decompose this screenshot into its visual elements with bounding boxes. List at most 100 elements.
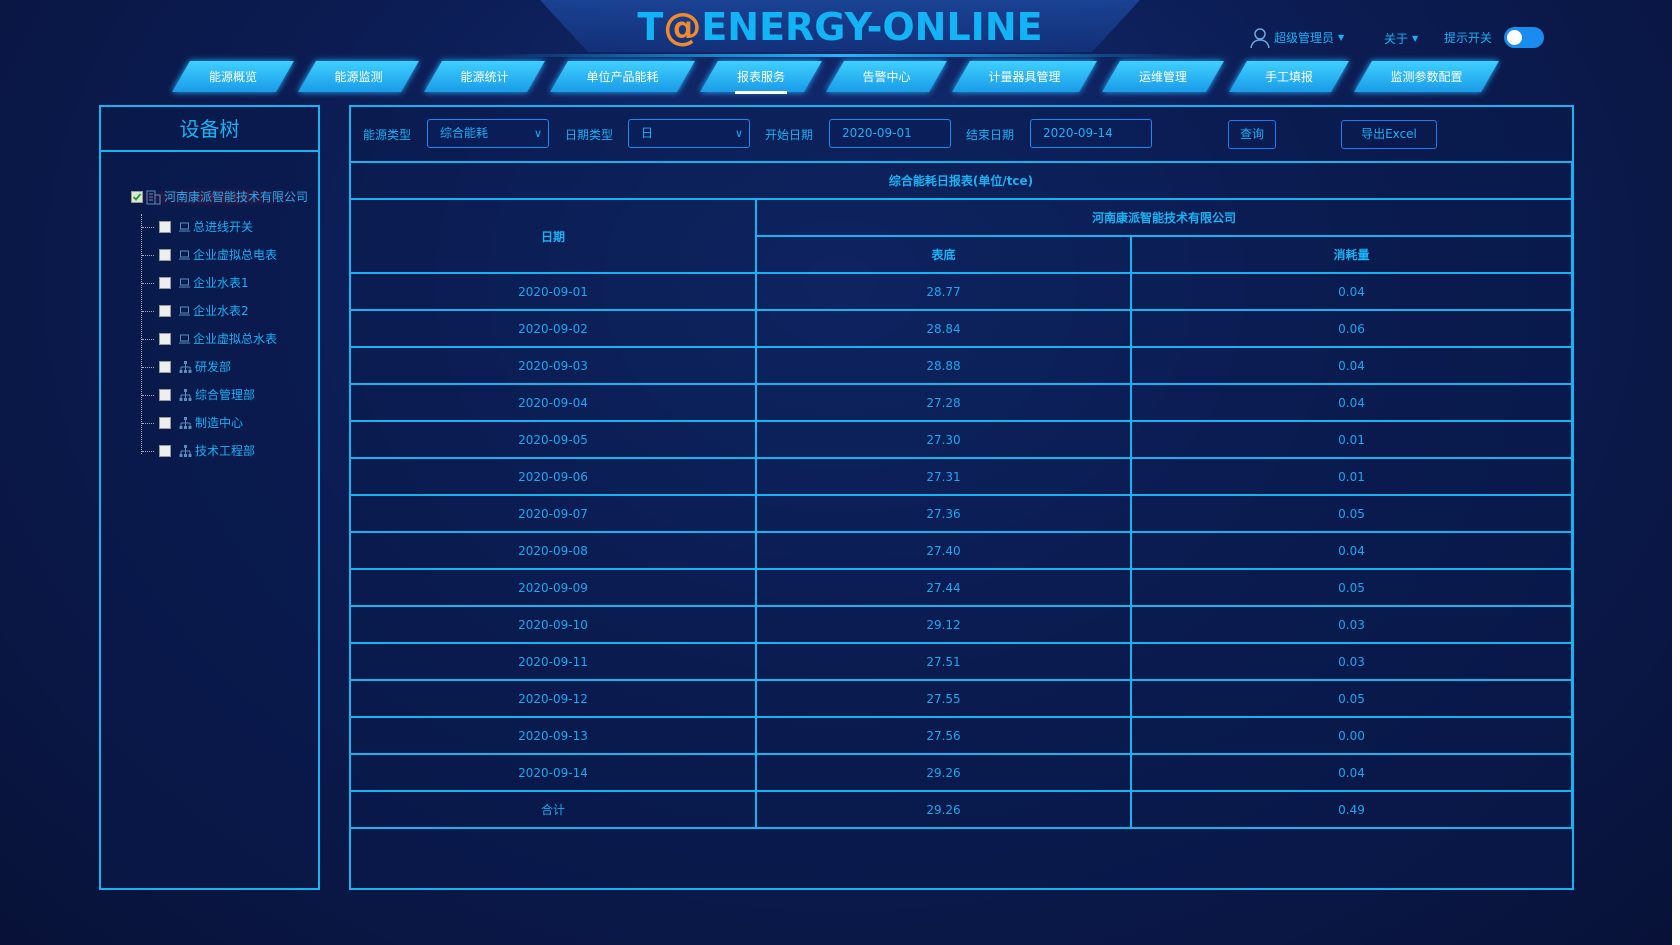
energy-type-value: 综合能耗 xyxy=(440,126,489,140)
tree-node-label: 河南康派智能技术有限公司 xyxy=(164,190,309,204)
checkbox[interactable] xyxy=(159,277,171,289)
nav-tab[interactable]: 能源统计 xyxy=(433,61,536,92)
building-icon xyxy=(146,190,161,204)
user-menu[interactable]: 超级管理员 ▼ xyxy=(1250,28,1344,49)
end-date-input[interactable]: 2020-09-14 xyxy=(1030,119,1152,148)
table-row: 2020-09-09 27.44 0.05 xyxy=(349,568,1573,607)
tree-node-label: 技术工程部 xyxy=(195,444,256,458)
query-button[interactable]: 查询 xyxy=(1228,120,1276,149)
tip-switch-toggle[interactable] xyxy=(1504,27,1544,48)
cell-reading: 27.44 xyxy=(755,568,1132,607)
meter-icon xyxy=(179,250,190,260)
cell-date: 2020-09-14 xyxy=(349,753,757,792)
meter-icon xyxy=(179,334,190,344)
scrollbar[interactable] xyxy=(1672,0,1680,945)
user-name: 超级管理员 xyxy=(1274,31,1335,45)
tree-connector xyxy=(142,254,154,256)
header-banner xyxy=(540,0,1140,52)
cell-consumption: 0.05 xyxy=(1130,679,1573,718)
nav-tab-label: 运维管理 xyxy=(1138,70,1187,84)
checkbox[interactable] xyxy=(159,249,171,261)
checkbox[interactable] xyxy=(159,417,171,429)
checkbox[interactable] xyxy=(159,445,171,457)
cell-date: 2020-09-03 xyxy=(349,346,757,385)
meter-icon xyxy=(179,306,190,316)
nav-tab-label: 计量器具管理 xyxy=(988,70,1061,84)
cell-date: 合计 xyxy=(349,790,757,829)
tree-connector xyxy=(142,450,154,452)
nav-tab[interactable]: 告警中心 xyxy=(835,61,938,92)
cell-consumption: 0.04 xyxy=(1130,753,1573,792)
cell-consumption: 0.04 xyxy=(1130,531,1573,570)
cell-reading: 29.12 xyxy=(755,605,1132,644)
cell-reading: 29.26 xyxy=(755,790,1132,829)
cell-consumption: 0.04 xyxy=(1130,346,1573,385)
export-excel-button[interactable]: 导出Excel xyxy=(1341,120,1437,149)
nav-tab[interactable]: 手工填报 xyxy=(1238,61,1340,92)
cell-reading: 28.88 xyxy=(755,346,1132,385)
nav-tab[interactable]: 监测参数配置 xyxy=(1363,61,1490,92)
nav-tab-label: 单位产品能耗 xyxy=(586,70,659,84)
about-menu[interactable]: 关于 ▼ xyxy=(1384,29,1418,49)
tree-node[interactable]: 企业虚拟总电表 xyxy=(142,246,277,264)
nav-tab[interactable]: 单位产品能耗 xyxy=(559,61,686,92)
org-icon xyxy=(179,388,192,402)
tree-node[interactable]: 企业水表1 xyxy=(142,274,249,292)
table-row: 2020-09-04 27.28 0.04 xyxy=(349,383,1573,422)
nav-tab[interactable]: 运维管理 xyxy=(1111,61,1215,92)
checkbox[interactable] xyxy=(159,221,171,233)
tree-node[interactable]: 企业水表2 xyxy=(142,302,249,320)
cell-reading: 27.36 xyxy=(755,494,1132,533)
cell-reading: 28.84 xyxy=(755,309,1132,348)
nav-tab-label: 能源统计 xyxy=(460,70,509,84)
tree-node-label: 企业虚拟总水表 xyxy=(193,332,278,346)
table-row: 2020-09-11 27.51 0.03 xyxy=(349,642,1573,681)
nav-tab[interactable]: 报表服务 xyxy=(709,61,813,94)
cell-date: 2020-09-05 xyxy=(349,420,757,459)
tree-node[interactable]: 技术工程部 xyxy=(142,442,255,460)
tree-connector xyxy=(142,310,154,312)
tip-switch-label: 提示开关 xyxy=(1444,31,1493,45)
device-tree-panel: 设备树 xyxy=(99,105,320,890)
tree-node[interactable]: 企业虚拟总水表 xyxy=(142,330,277,348)
org-icon xyxy=(179,416,192,430)
cell-consumption: 0.00 xyxy=(1130,716,1573,755)
cell-reading: 29.26 xyxy=(755,753,1132,792)
cell-reading: 27.40 xyxy=(755,531,1132,570)
energy-type-select[interactable]: 综合能耗 ∨ xyxy=(427,119,549,148)
chevron-down-icon: ∨ xyxy=(533,127,542,140)
checkbox[interactable] xyxy=(159,389,171,401)
energy-type-label: 能源类型 xyxy=(363,128,412,142)
checkbox[interactable] xyxy=(159,333,171,345)
nav-tab[interactable]: 能源概览 xyxy=(181,61,285,92)
about-label: 关于 xyxy=(1384,32,1409,46)
logo-at-mark: @ xyxy=(663,5,702,49)
checkbox[interactable] xyxy=(159,305,171,317)
date-type-select[interactable]: 日 ∨ xyxy=(628,119,750,148)
checkbox[interactable] xyxy=(159,361,171,373)
tree-node-label: 综合管理部 xyxy=(195,388,256,402)
cell-date: 2020-09-09 xyxy=(349,568,757,607)
table-row: 2020-09-14 29.26 0.04 xyxy=(349,753,1573,792)
start-date-input[interactable]: 2020-09-01 xyxy=(829,119,951,148)
tree-node[interactable]: 研发部 xyxy=(142,358,231,376)
checkbox-checked-icon[interactable] xyxy=(131,191,143,203)
cell-date: 2020-09-12 xyxy=(349,679,757,718)
tree-node[interactable]: 制造中心 xyxy=(142,414,243,432)
nav-tab[interactable]: 计量器具管理 xyxy=(961,61,1088,92)
logo-text-main: ENERGY-ONLINE xyxy=(701,5,1043,49)
tree-node[interactable]: 综合管理部 xyxy=(142,386,255,404)
user-icon xyxy=(1250,28,1270,49)
tree-node-label: 研发部 xyxy=(195,360,232,374)
tree-node-root[interactable]: 河南康派智能技术有限公司 xyxy=(127,188,313,206)
table-row: 2020-09-03 28.88 0.04 xyxy=(349,346,1573,385)
tree-node[interactable]: 总进线开关 xyxy=(142,218,253,236)
col-header-reading: 表底 xyxy=(755,235,1132,274)
nav-tab-label: 手工填报 xyxy=(1264,70,1313,84)
table-row: 2020-09-10 29.12 0.03 xyxy=(349,605,1573,644)
nav-tab[interactable]: 能源监测 xyxy=(307,61,410,92)
cell-consumption: 0.01 xyxy=(1130,457,1573,496)
tree-connector xyxy=(142,394,154,396)
meter-icon xyxy=(179,278,190,288)
cell-date: 2020-09-04 xyxy=(349,383,757,422)
